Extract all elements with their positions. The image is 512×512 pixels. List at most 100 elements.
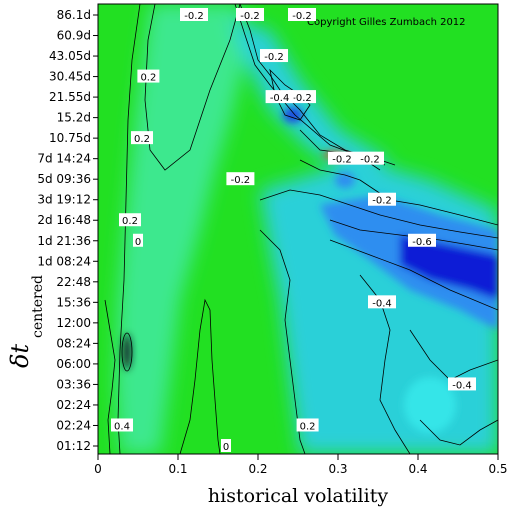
contour-label-background xyxy=(408,233,436,247)
contour-label-text: 0.2 xyxy=(134,134,150,145)
contour-label: 0.4 xyxy=(111,418,133,432)
contour-label-background xyxy=(236,8,264,21)
contour-label-background xyxy=(260,49,288,63)
contour-label: -0.2 xyxy=(180,8,208,22)
x-tick-label: 0 xyxy=(94,462,102,476)
contour-label-text: -0.2 xyxy=(231,175,251,186)
y-tick-label: 02:24 xyxy=(56,418,91,432)
y-tick-label: 86.1d xyxy=(57,8,91,22)
contour-label: -0.2 xyxy=(356,151,384,166)
contour-label-text: 0.2 xyxy=(140,73,156,84)
y-tick-label: 3d 19:12 xyxy=(37,193,91,207)
contour-label-background xyxy=(111,418,133,432)
contour-labels: -0.2 -0.2 -0.20.2-0.2-0.2-0.40.2-0.20.20-0… xyxy=(111,8,476,453)
copyright-notice: Copyright Gilles Zumbach 2012 xyxy=(307,17,466,28)
contour-label-background xyxy=(221,439,231,452)
contour-label-text: -0.2 xyxy=(240,11,260,22)
contour-label: -0.6 xyxy=(408,233,436,248)
y-tick-label: 02:24 xyxy=(56,398,91,412)
contour-label-background xyxy=(296,418,319,432)
y-tick-label: 1d 08:24 xyxy=(37,254,91,268)
contour-label-background xyxy=(131,131,153,145)
x-tick-label: 0.5 xyxy=(488,462,507,476)
region-very-negative xyxy=(400,235,498,300)
contour-label: -0.2 xyxy=(328,151,356,166)
y-tick-label: 10.75d xyxy=(49,131,91,145)
contour-label-text: -0.4 xyxy=(270,93,290,104)
contour-label: -0.4 xyxy=(265,90,294,104)
y-tick-label: 12:00 xyxy=(56,316,91,330)
contour-label-background xyxy=(265,90,294,104)
contour-label-text: -0.4 xyxy=(372,298,392,309)
contour-label-background xyxy=(288,90,316,104)
y-tick-label: 2d 16:48 xyxy=(37,213,91,227)
y-tick-label: 5d 09:36 xyxy=(37,172,91,186)
contour-label: 0.2 xyxy=(131,131,153,145)
region-positive-dark-spot xyxy=(123,334,131,370)
contour-label-background xyxy=(328,151,356,165)
y-tick-label: 60.9d xyxy=(57,29,91,43)
contour-label-background xyxy=(119,213,141,227)
contour-label-text: -0.2 xyxy=(292,93,312,104)
contour-label-text: 0 xyxy=(223,442,229,453)
contour-label-text: 0.2 xyxy=(122,216,138,227)
x-axis: 0 0.1 0.2 0.3 0.4 0.5 xyxy=(94,454,508,476)
x-tick-label: 0.2 xyxy=(248,462,267,476)
y-tick-label: 06:00 xyxy=(56,357,91,371)
contour-label-text: 0.2 xyxy=(300,421,316,432)
y-tick-label: 21.55d xyxy=(49,90,91,104)
y-tick-label: 7d 14:24 xyxy=(37,152,91,166)
contour-label: 0 xyxy=(221,439,231,453)
contour-label: 0 xyxy=(133,233,143,248)
y-tick-label: 15:36 xyxy=(56,295,91,309)
y-axis-title-sub: centered xyxy=(30,275,46,338)
contour-label-background xyxy=(368,295,396,309)
region-negative-spot xyxy=(335,172,355,188)
contour-label: -0.4 xyxy=(368,295,396,309)
contour-label: 0.2 xyxy=(119,213,141,227)
contour-label: -0.2 xyxy=(236,8,264,22)
contour-label-text: -0.6 xyxy=(412,237,432,248)
contour-label: -0.2 xyxy=(260,49,288,63)
y-tick-label: 01:12 xyxy=(56,439,91,453)
contour-label: -0.2 xyxy=(288,90,316,104)
contour-label: -0.4 xyxy=(448,377,476,391)
y-tick-label: 03:36 xyxy=(56,377,91,391)
region-light-blue-bottom xyxy=(404,377,456,433)
contour-label: -0.2 xyxy=(226,172,255,186)
y-tick-label: 15.2d xyxy=(57,111,91,125)
region-mild-negative xyxy=(115,4,250,454)
plot-frame xyxy=(97,3,499,455)
contour-label-text: -0.2 xyxy=(264,52,284,63)
contour-label-background xyxy=(288,8,316,21)
contour-label-text: 0 xyxy=(135,237,141,248)
y-tick-label: 22:48 xyxy=(56,275,91,289)
y-tick-label: 1d 21:36 xyxy=(37,234,91,248)
contour-label: -0.2 xyxy=(288,8,316,22)
contour-label-text: -0.2 xyxy=(184,11,204,22)
contour-label-background xyxy=(448,377,476,391)
contour-label-background xyxy=(356,151,384,165)
y-axis: 01:12 02:24 02:24 03:36 06:00 08:24 12:00 15:36… xyxy=(37,8,98,453)
contour-label-background xyxy=(368,192,396,206)
x-tick-label: 0.3 xyxy=(328,462,347,476)
contour-label-background xyxy=(226,172,255,186)
contour-label-background xyxy=(133,233,143,247)
x-tick-label: 0.1 xyxy=(168,462,187,476)
y-axis-title-main: δt xyxy=(6,344,34,368)
contour-label-text: 0.4 xyxy=(114,421,130,432)
contour-label-text: -0.2 xyxy=(292,11,312,22)
contour-label-text: -0.2 xyxy=(332,155,352,166)
x-axis-title: historical volatility xyxy=(208,485,388,507)
y-tick-label: 08:24 xyxy=(56,336,91,350)
contour-label-text: -0.2 xyxy=(372,196,392,207)
y-tick-label: 43.05d xyxy=(49,49,91,63)
contour-label-background xyxy=(180,8,208,21)
x-tick-label: 0.4 xyxy=(408,462,427,476)
contour-label: 0.2 xyxy=(296,418,319,432)
contour-label: -0.2 xyxy=(368,192,396,207)
contour-label-text: -0.4 xyxy=(452,380,472,391)
svg-text:Copyright Gilles Zumbach 2012: Copyright Gilles Zumbach 2012 xyxy=(307,17,466,28)
contour-label: 0.2 xyxy=(137,69,160,84)
